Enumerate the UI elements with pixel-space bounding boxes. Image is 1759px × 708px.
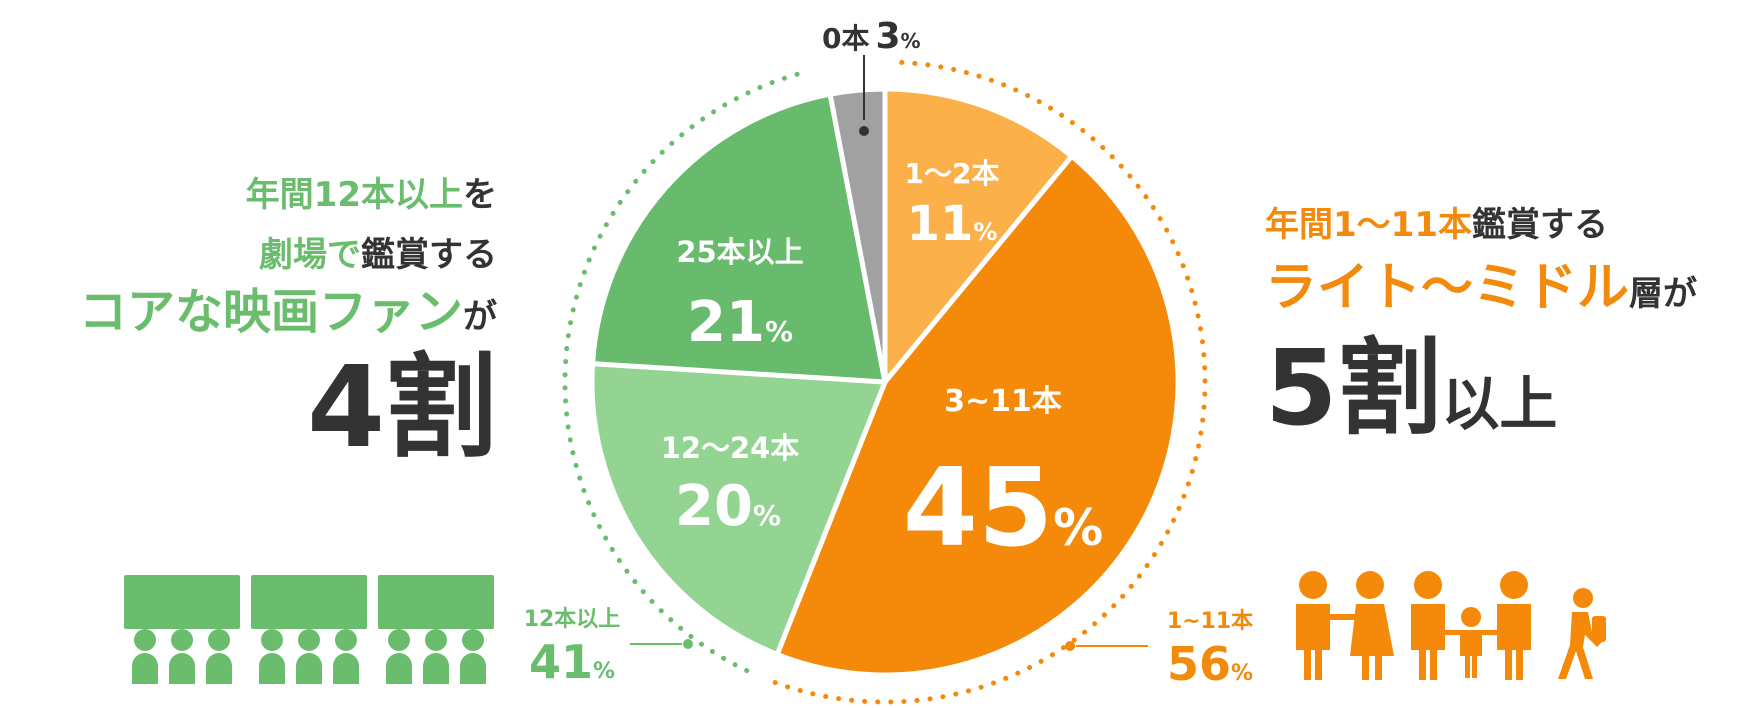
slice-value-1-2: 11% [907,196,998,252]
group-value-12-plus: 41% [529,635,615,689]
group-label-1-11: 1~11本 [1167,609,1253,634]
right-line-2-rest: 層が [1629,274,1698,314]
percent-sign: % [593,659,615,684]
left-line-1: 年間12本以上を [79,178,497,212]
group-callout-dot-green [683,639,693,649]
percent-sign: % [1053,499,1103,557]
left-line-3: コアな映画ファンが [79,288,497,336]
left-line-1-highlight: 年間12本以上 [245,175,463,215]
left-line-2: 劇場で鑑賞する [79,238,497,272]
zero-callout-dot [859,126,869,136]
slice-label-zero-text: 0本 [822,22,869,55]
slice-value-25-plus-number: 21 [687,290,765,355]
group-value-1-11: 56% [1167,637,1253,691]
slice-label-25-plus: 25本以上 [676,235,803,269]
pie-slice-labels: 1〜2本 11% 3~11本 45% 12〜24本 20% 25本以上 21% [661,157,1104,571]
right-line-1-highlight: 年間1〜11本 [1265,205,1472,245]
percent-sign: % [765,315,793,348]
slice-value-25-plus: 21% [687,290,793,355]
slice-value-3-11: 45% [903,446,1103,571]
left-line-3-highlight: コアな映画ファン [78,284,463,340]
left-line-4: 4割 [307,343,497,473]
slice-zero [827,86,888,385]
percent-sign: % [973,218,997,246]
right-line-1-rest: 鑑賞する [1471,205,1608,245]
pie-slices [589,86,1181,678]
slice-value-3-11-number: 45 [903,446,1053,571]
percent-sign: % [1231,661,1253,686]
slice-label-zero: 0本 3% [822,16,921,57]
slice-label-3-11: 3~11本 [944,384,1062,419]
right-line-3: 5割以上 [1265,336,1697,440]
group-value-1-11-number: 56 [1167,637,1231,691]
left-line-1-rest: を [463,175,497,215]
family-icon [1296,571,1606,680]
left-line-2-highlight: 劇場で [259,235,361,275]
left-line-2-rest: 鑑賞する [361,235,497,275]
slice-value-12-24-number: 20 [675,474,753,539]
right-line-3-small: 以上 [1441,370,1558,438]
group-arc-12-plus [562,68,812,674]
left-headline: 年間12本以上を 劇場で鑑賞する コアな映画ファンが 4割 [79,178,497,464]
percent-sign: % [753,499,781,532]
right-headline: 年間1〜11本鑑賞する ライト〜ミドル層が 5割以上 [1265,208,1697,440]
percent-sign: % [901,29,921,53]
group-value-12-plus-number: 41 [529,635,593,689]
slice-1-2 [882,86,1075,385]
right-line-1: 年間1〜11本鑑賞する [1265,208,1697,242]
slice-12-24 [589,361,888,657]
group-label-12-plus: 12本以上 [524,607,621,632]
slice-3-11 [774,153,1181,678]
right-line-2-highlight: ライト〜ミドル [1265,258,1630,318]
theater-audience-icon [124,575,494,684]
slice-label-12-24: 12〜24本 [661,431,800,465]
slice-25-plus [590,91,888,385]
slice-value-zero-number: 3 [875,16,900,57]
right-line-2: ライト〜ミドル層が [1265,262,1697,314]
group-arc-1-11 [769,59,1208,705]
slice-label-1-2: 1〜2本 [905,157,1000,190]
slice-value-1-2-number: 11 [907,196,974,252]
group-callout-dot-orange [1065,641,1075,651]
left-line-3-rest: が [463,297,497,337]
right-line-3-big: 5割 [1265,327,1442,449]
slice-value-12-24: 20% [675,474,781,539]
